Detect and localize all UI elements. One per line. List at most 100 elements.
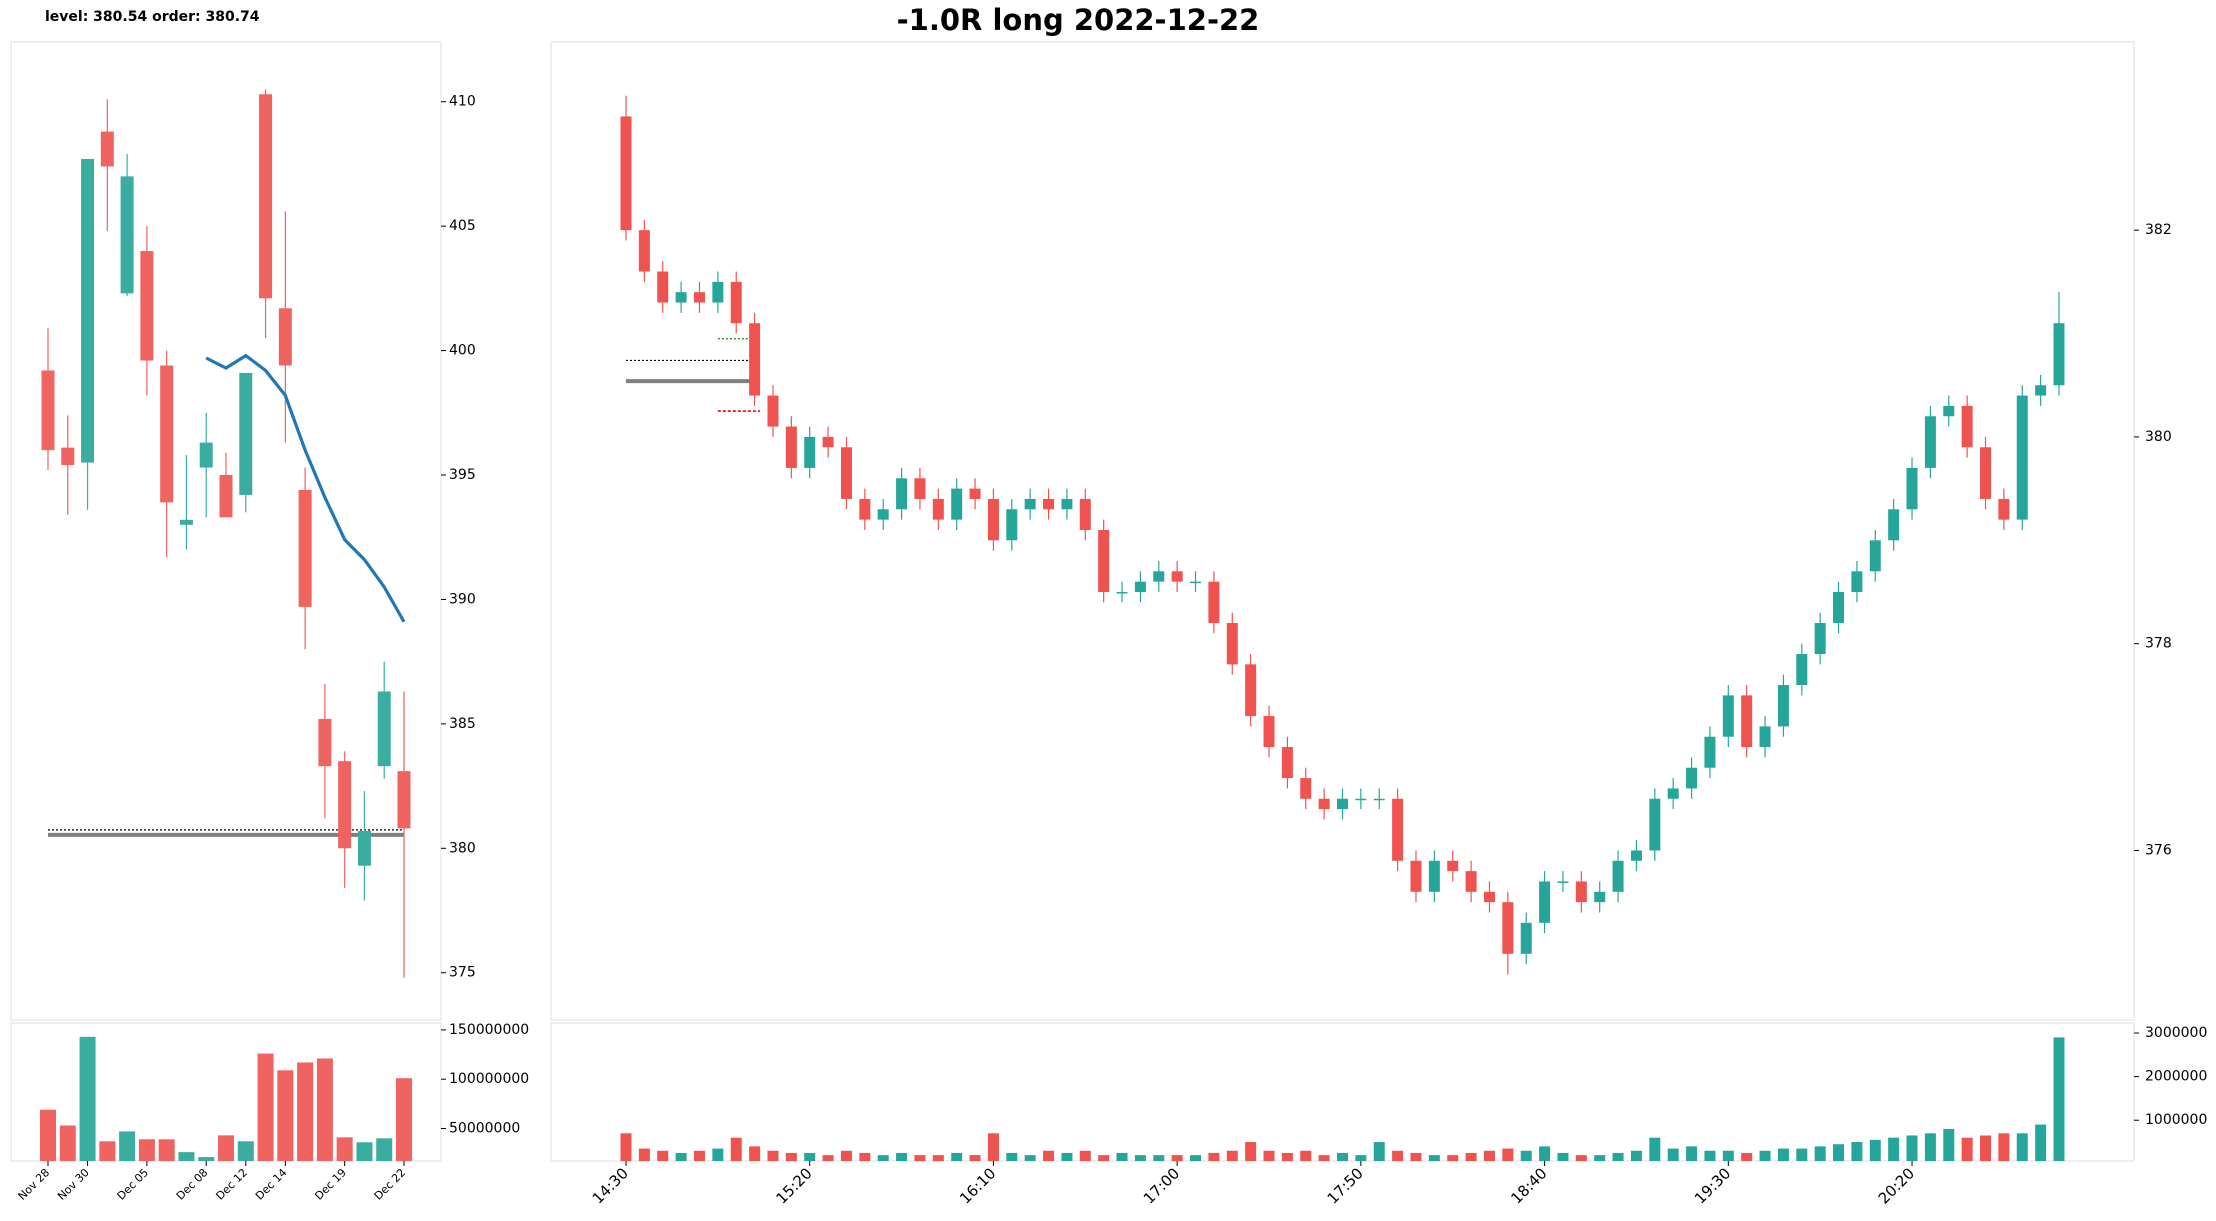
volume-bar xyxy=(1557,1152,1569,1161)
volume-bar xyxy=(1061,1152,1073,1161)
candle-body xyxy=(1594,891,1606,903)
candle-body xyxy=(1079,498,1091,530)
volume-bar xyxy=(336,1137,353,1161)
volume-bar xyxy=(749,1146,761,1161)
volume-bar xyxy=(620,1133,632,1161)
volume-bar xyxy=(1998,1133,2010,1161)
volume-bar xyxy=(1024,1155,1036,1161)
volume-bar xyxy=(730,1137,742,1161)
y-tick-label: 382 xyxy=(2145,222,2172,238)
candle-body xyxy=(1796,654,1808,686)
volume-bar xyxy=(1520,1150,1532,1161)
volume-bar xyxy=(969,1155,981,1161)
candle-body xyxy=(1869,540,1881,572)
candle-body xyxy=(1539,881,1551,923)
candle-body xyxy=(1006,509,1018,541)
candle-body xyxy=(969,488,981,499)
y-tick-label: 2000000 xyxy=(2145,1069,2207,1085)
candle-body xyxy=(638,230,650,272)
volume-bar xyxy=(79,1036,96,1161)
volume-bar xyxy=(914,1155,926,1161)
candle-body xyxy=(1667,788,1679,799)
volume-bar xyxy=(1630,1150,1642,1161)
candle-body xyxy=(259,94,273,299)
candle-body xyxy=(1906,467,1918,510)
volume-bar xyxy=(1667,1148,1679,1161)
volume-bar xyxy=(896,1152,908,1161)
volume-bar xyxy=(1704,1150,1716,1161)
candle-body xyxy=(1116,591,1128,594)
candle-body xyxy=(1410,860,1422,892)
candle-body xyxy=(199,442,213,468)
volume-bar xyxy=(297,1062,314,1161)
volume-bar xyxy=(951,1152,963,1161)
volume-bar xyxy=(1906,1135,1918,1161)
volume-bar xyxy=(1006,1152,1018,1161)
volume-bar xyxy=(1171,1155,1183,1161)
volume-bar xyxy=(822,1155,834,1161)
candle-body xyxy=(1502,902,1514,954)
volume-bar xyxy=(1722,1150,1734,1161)
y-tick-label: 50000000 xyxy=(449,1120,520,1136)
candle-body xyxy=(1980,447,1992,499)
chart-title: -1.0R long 2022-12-22 xyxy=(897,3,1260,37)
candle-body xyxy=(859,498,871,520)
candle-body xyxy=(239,372,253,495)
y-tick-label: 400 xyxy=(449,343,476,359)
candle-body xyxy=(767,395,779,427)
volume-bar xyxy=(1869,1139,1881,1161)
candle-body xyxy=(877,509,889,520)
volume-bar xyxy=(376,1138,393,1161)
y-tick-label: 395 xyxy=(449,467,476,483)
y-tick-label: 385 xyxy=(449,716,476,732)
volume-bar xyxy=(396,1078,412,1161)
candle-body xyxy=(1373,798,1385,801)
volume-bar xyxy=(1943,1128,1955,1161)
volume-bar xyxy=(257,1053,274,1161)
volume-bar xyxy=(1483,1150,1495,1161)
volume-bar xyxy=(1116,1152,1128,1161)
volume-bar xyxy=(1337,1152,1348,1161)
volume-bar xyxy=(1134,1155,1146,1161)
candle-body xyxy=(2016,395,2028,520)
volume-bar xyxy=(59,1125,76,1161)
candle-body xyxy=(932,498,944,520)
volume-bar xyxy=(138,1139,155,1161)
candle-body xyxy=(1575,881,1587,903)
volume-bar xyxy=(1612,1152,1624,1161)
volume-bar xyxy=(1373,1142,1385,1161)
volume-bar xyxy=(1043,1150,1055,1161)
candle-body xyxy=(41,370,55,451)
candle-body xyxy=(1098,529,1110,592)
candle-body xyxy=(840,447,852,499)
volume-bar xyxy=(1833,1144,1845,1161)
volume-bar xyxy=(2053,1037,2065,1161)
candle-body xyxy=(140,251,154,361)
volume-bar xyxy=(1465,1152,1477,1161)
volume-bar xyxy=(859,1152,871,1161)
candle-body xyxy=(1520,922,1532,954)
candle-body xyxy=(657,271,669,303)
volume-bar xyxy=(1300,1150,1312,1161)
volume-bar xyxy=(1153,1155,1165,1161)
volume-bar xyxy=(99,1141,116,1161)
candle-body xyxy=(100,131,114,167)
candle-body xyxy=(675,292,687,303)
volume-bar xyxy=(1575,1155,1587,1161)
candle-body xyxy=(749,323,761,396)
y-tick-label: 100000000 xyxy=(449,1071,529,1087)
candle-body xyxy=(377,691,391,767)
volume-bar xyxy=(1539,1146,1551,1161)
candle-body xyxy=(1171,571,1183,582)
candle-body xyxy=(1888,509,1900,541)
volume-bar xyxy=(1741,1152,1753,1161)
volume-bar xyxy=(1649,1137,1661,1161)
candle-body xyxy=(179,519,193,525)
volume-bar xyxy=(785,1152,797,1161)
candle-body xyxy=(219,475,233,518)
candle-body xyxy=(160,365,174,503)
candle-body xyxy=(1447,860,1459,872)
candle-body xyxy=(712,281,724,303)
volume-bar xyxy=(1355,1155,1367,1161)
volume-bar xyxy=(1686,1146,1698,1161)
